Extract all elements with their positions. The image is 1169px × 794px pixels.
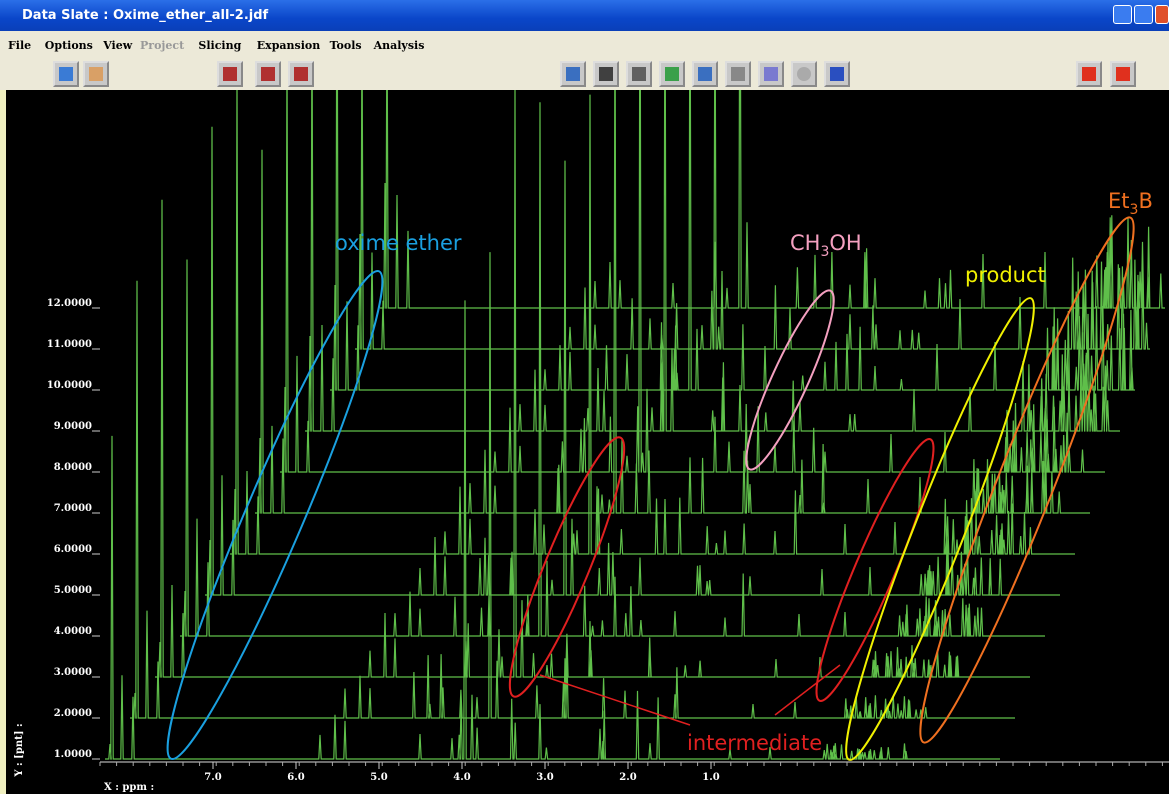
tool-button[interactable] (725, 61, 751, 87)
y-tick-label: 1.0000 (54, 749, 92, 760)
x-tick-label: 7.0 (204, 772, 221, 783)
minimize-button[interactable] (1113, 5, 1132, 24)
menu-item[interactable]: Analysis (374, 39, 425, 52)
annotation-part: CH (790, 231, 820, 255)
app-window: Data Slate : Oxime_ether_all-2.jdf File O… (0, 0, 1169, 794)
x-tick-label: 1.0 (702, 772, 719, 783)
annotation-part: Et (1108, 189, 1130, 213)
y-tick-label: 3.0000 (54, 667, 92, 678)
menu-item[interactable]: Options (45, 39, 93, 52)
tool-button[interactable] (692, 61, 718, 87)
title-bar: Data Slate : Oxime_ether_all-2.jdf (0, 0, 1169, 31)
x-tick-label: 5.0 (370, 772, 387, 783)
x-tick-label: 3.0 (536, 772, 553, 783)
window-title: Data Slate : Oxime_ether_all-2.jdf (22, 8, 268, 23)
x-tick-label: 6.0 (287, 772, 304, 783)
annotation: oxime ether (335, 231, 462, 255)
left-edge (0, 90, 6, 794)
x-tick-label: 2.0 (619, 772, 636, 783)
tool-button[interactable] (288, 61, 314, 87)
y-tick-label: 11.0000 (47, 339, 92, 350)
tool-button[interactable] (758, 61, 784, 87)
y-tick-label: 6.0000 (54, 544, 92, 555)
menu-item[interactable]: Slicing (198, 39, 241, 52)
tool-button[interactable] (791, 61, 817, 87)
tool-button[interactable] (560, 61, 586, 87)
y-tick-label: 4.0000 (54, 626, 92, 637)
menu-item[interactable]: Tools (330, 39, 362, 52)
tool-button[interactable] (53, 61, 79, 87)
x-axis-label: X : ppm : (104, 782, 154, 793)
tool-button[interactable] (593, 61, 619, 87)
y-tick-label: 5.0000 (54, 585, 92, 596)
tool-button[interactable] (659, 61, 685, 87)
tool-button[interactable] (626, 61, 652, 87)
forward-button[interactable] (1110, 61, 1136, 87)
spectrum-plot: oxime ether CH3OH product Et3B intermedi… (0, 90, 1169, 794)
tool-button[interactable] (83, 61, 109, 87)
annotation-part: 3 (1130, 202, 1139, 218)
y-tick-label: 7.0000 (54, 503, 92, 514)
y-tick-label: 2.0000 (54, 708, 92, 719)
annotation: product (965, 263, 1046, 287)
annotation-part: OH (829, 231, 861, 255)
back-button[interactable] (1076, 61, 1102, 87)
y-tick-label: 10.0000 (47, 380, 92, 391)
annotation-part: 3 (820, 244, 829, 260)
annotation-part: B (1138, 189, 1152, 213)
x-tick-label: 4.0 (453, 772, 470, 783)
menu-item[interactable]: View (103, 39, 132, 52)
y-tick-label: 12.0000 (47, 298, 92, 309)
y-tick-label: 9.0000 (54, 421, 92, 432)
menu-item[interactable]: Project (140, 39, 184, 52)
menu-bar: File Options View Project Slicing Expansion To… (0, 31, 1169, 58)
y-axis-label: Y : [pnt] : (14, 723, 25, 777)
menu-item[interactable]: Expansion (257, 39, 320, 52)
tool-button[interactable] (217, 61, 243, 87)
tool-button[interactable] (255, 61, 281, 87)
tool-button[interactable] (824, 61, 850, 87)
menu-item[interactable]: File (8, 39, 31, 52)
maximize-button[interactable] (1134, 5, 1153, 24)
annotation: intermediate (687, 731, 822, 755)
close-button[interactable] (1155, 5, 1169, 24)
toolbar (0, 58, 1169, 91)
y-tick-label: 8.0000 (54, 462, 92, 473)
